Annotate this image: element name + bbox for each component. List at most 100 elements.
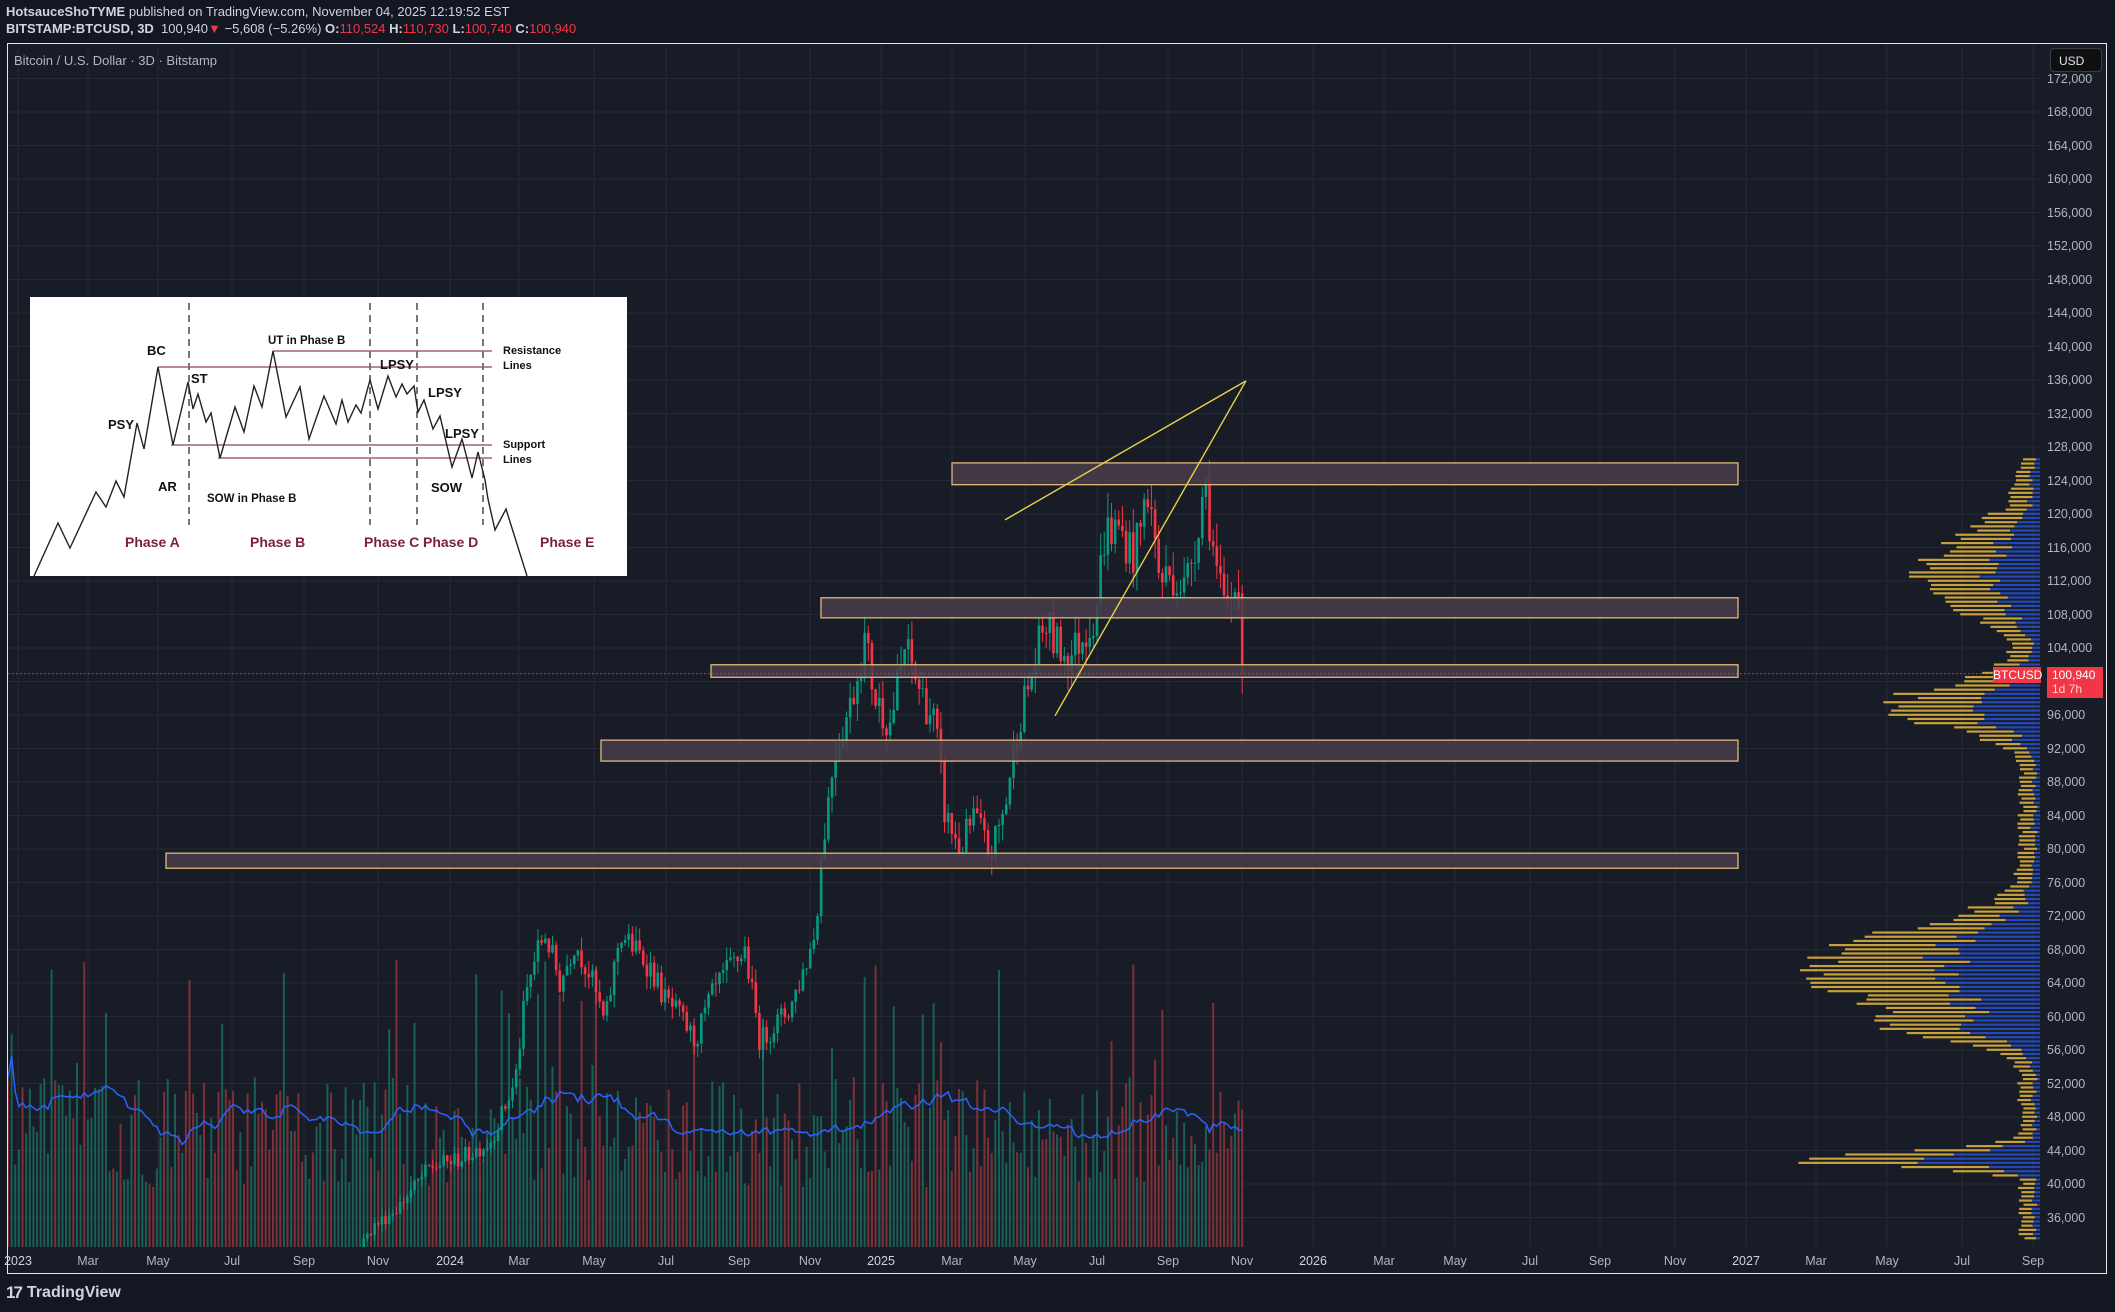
- rising-wedge-trendline[interactable]: [1054, 380, 1247, 717]
- rising-wedge-trendline[interactable]: [1004, 380, 1247, 521]
- label-lpsy-2: LPSY: [428, 385, 462, 400]
- price-axis-label: 48,000: [2047, 1110, 2086, 1124]
- price-axis-label: 76,000: [2047, 875, 2086, 890]
- open-value: 110,524: [339, 21, 386, 36]
- price-axis-label: 168,000: [2047, 105, 2093, 119]
- triangle-down-icon: ▼: [208, 21, 221, 36]
- time-axis-label: Mar: [1373, 1254, 1395, 1268]
- tradingview-logo[interactable]: 17 TradingView: [6, 1283, 121, 1303]
- label-resistance: Resistance: [503, 345, 561, 357]
- price-axis-label: 136,000: [2047, 373, 2093, 387]
- price-axis-label: 160,000: [2047, 172, 2093, 186]
- time-axis-label: Nov: [366, 1254, 390, 1268]
- price-axis-label: 108,000: [2047, 607, 2093, 622]
- time-axis-label: Jul: [1522, 1254, 1538, 1268]
- label-phase-a: Phase A: [125, 534, 180, 550]
- support-resistance-zone[interactable]: [600, 739, 1739, 762]
- time-axis-label: Mar: [508, 1254, 530, 1268]
- ohlc-legend: BITSTAMP:BTCUSD, 3D 100,940▼ −5,608 (−5.…: [6, 21, 576, 36]
- price-axis-label: 44,000: [2047, 1143, 2086, 1158]
- price-axis-label: 164,000: [2047, 138, 2093, 153]
- support-resistance-zone[interactable]: [820, 597, 1739, 619]
- currency-button[interactable]: USD: [2050, 48, 2102, 72]
- price-axis-label: 80,000: [2047, 842, 2086, 856]
- price-axis-label: 96,000: [2047, 708, 2086, 722]
- time-axis-label: Mar: [1805, 1254, 1827, 1268]
- label-st: ST: [191, 371, 208, 386]
- label-support: Support: [503, 439, 545, 451]
- chart-frame[interactable]: [7, 43, 2107, 1274]
- label-lpsy-3: LPSY: [445, 426, 479, 441]
- last-price: 100,940: [161, 21, 209, 36]
- label-support-lines: Lines: [503, 454, 532, 466]
- price-axis-label: 104,000: [2047, 641, 2093, 655]
- label-bc: BC: [147, 343, 166, 358]
- time-axis-label: Sep: [292, 1254, 316, 1268]
- support-resistance-zone[interactable]: [951, 462, 1739, 486]
- brand-name: TradingView: [26, 1284, 121, 1301]
- wyckoff-distribution-inset: BC PSY ST AR UT in Phase B SOW in Phase …: [30, 297, 627, 576]
- open-label: O:: [325, 21, 340, 36]
- price-axis-label: 172,000: [2047, 71, 2093, 86]
- symbol-label: BITSTAMP:BTCUSD, 3D: [6, 21, 154, 36]
- low-label: L:: [452, 21, 465, 36]
- chart-title: Bitcoin / U.S. Dollar · 3D · Bitstamp: [14, 53, 217, 68]
- label-ut: UT in Phase B: [268, 335, 345, 347]
- time-axis-label: Jul: [658, 1254, 674, 1268]
- published-text: published on TradingView.com, November 0…: [128, 4, 510, 19]
- last-price-tag: 100,940 1d 7h: [2047, 667, 2103, 698]
- price-axis-label: 156,000: [2047, 205, 2093, 220]
- price-axis-label: 140,000: [2047, 339, 2093, 354]
- label-phase-b: Phase B: [250, 534, 305, 550]
- price-axis-label: 72,000: [2047, 909, 2086, 923]
- label-phase-e: Phase E: [540, 534, 594, 550]
- time-axis-label: May: [1875, 1254, 1899, 1268]
- high-label: H:: [389, 21, 403, 36]
- tradingview-logo-icon: 17: [6, 1283, 23, 1302]
- time-axis-label: Jul: [224, 1254, 240, 1268]
- price-axis-label: 144,000: [2047, 306, 2093, 320]
- last-price-tag-value: 100,940: [2052, 668, 2096, 682]
- label-phase-c: Phase C: [364, 534, 419, 550]
- time-axis-label: 2025: [867, 1254, 895, 1268]
- price-axis-label: 148,000: [2047, 272, 2093, 287]
- price-axis-label: 40,000: [2047, 1177, 2086, 1191]
- price-axis-label: 52,000: [2047, 1076, 2086, 1091]
- time-axis-label: May: [146, 1254, 170, 1268]
- time-axis-label: May: [1443, 1254, 1467, 1268]
- price-axis-label: 56,000: [2047, 1043, 2086, 1057]
- time-axis-label: Nov: [798, 1254, 822, 1268]
- price-axis-label: 132,000: [2047, 406, 2093, 421]
- price-axis-label: 84,000: [2047, 808, 2086, 823]
- label-sow: SOW: [431, 480, 463, 495]
- symbol-price-tag: BTCUSD: [1993, 667, 2043, 683]
- time-axis-label: 2023: [4, 1254, 32, 1268]
- time-axis-label: May: [582, 1254, 606, 1268]
- price-axis-label: 36,000: [2047, 1210, 2086, 1225]
- time-axis-label: May: [1013, 1254, 1037, 1268]
- price-axis-label: 120,000: [2047, 507, 2093, 521]
- time-axis-label: Sep: [2021, 1254, 2045, 1268]
- support-resistance-zone[interactable]: [165, 852, 1739, 869]
- author-name[interactable]: HotsauceShoTYME: [6, 4, 126, 19]
- price-axis-label: 68,000: [2047, 942, 2086, 957]
- price-axis-label: 116,000: [2047, 540, 2092, 555]
- label-lpsy-1: LPSY: [380, 357, 414, 372]
- price-change: −5,608 (−5.26%): [224, 21, 322, 36]
- time-axis-label: 2026: [1299, 1254, 1327, 1268]
- price-axis-label: 64,000: [2047, 976, 2086, 990]
- time-axis-label: Sep: [1588, 1254, 1612, 1268]
- time-axis-label: Mar: [941, 1254, 963, 1268]
- price-axis-label: 128,000: [2047, 440, 2093, 454]
- label-psy: PSY: [108, 417, 134, 432]
- time-axis-label: 2027: [1732, 1254, 1760, 1268]
- support-resistance-zone[interactable]: [710, 664, 1739, 678]
- time-axis-label: Nov: [1230, 1254, 1254, 1268]
- label-ar: AR: [158, 479, 177, 494]
- price-axis-label: 88,000: [2047, 775, 2086, 789]
- price-axis-label: 60,000: [2047, 1009, 2086, 1024]
- price-axis-label: 152,000: [2047, 239, 2093, 253]
- label-phase-d: Phase D: [423, 534, 478, 550]
- low-value: 100,740: [464, 21, 512, 36]
